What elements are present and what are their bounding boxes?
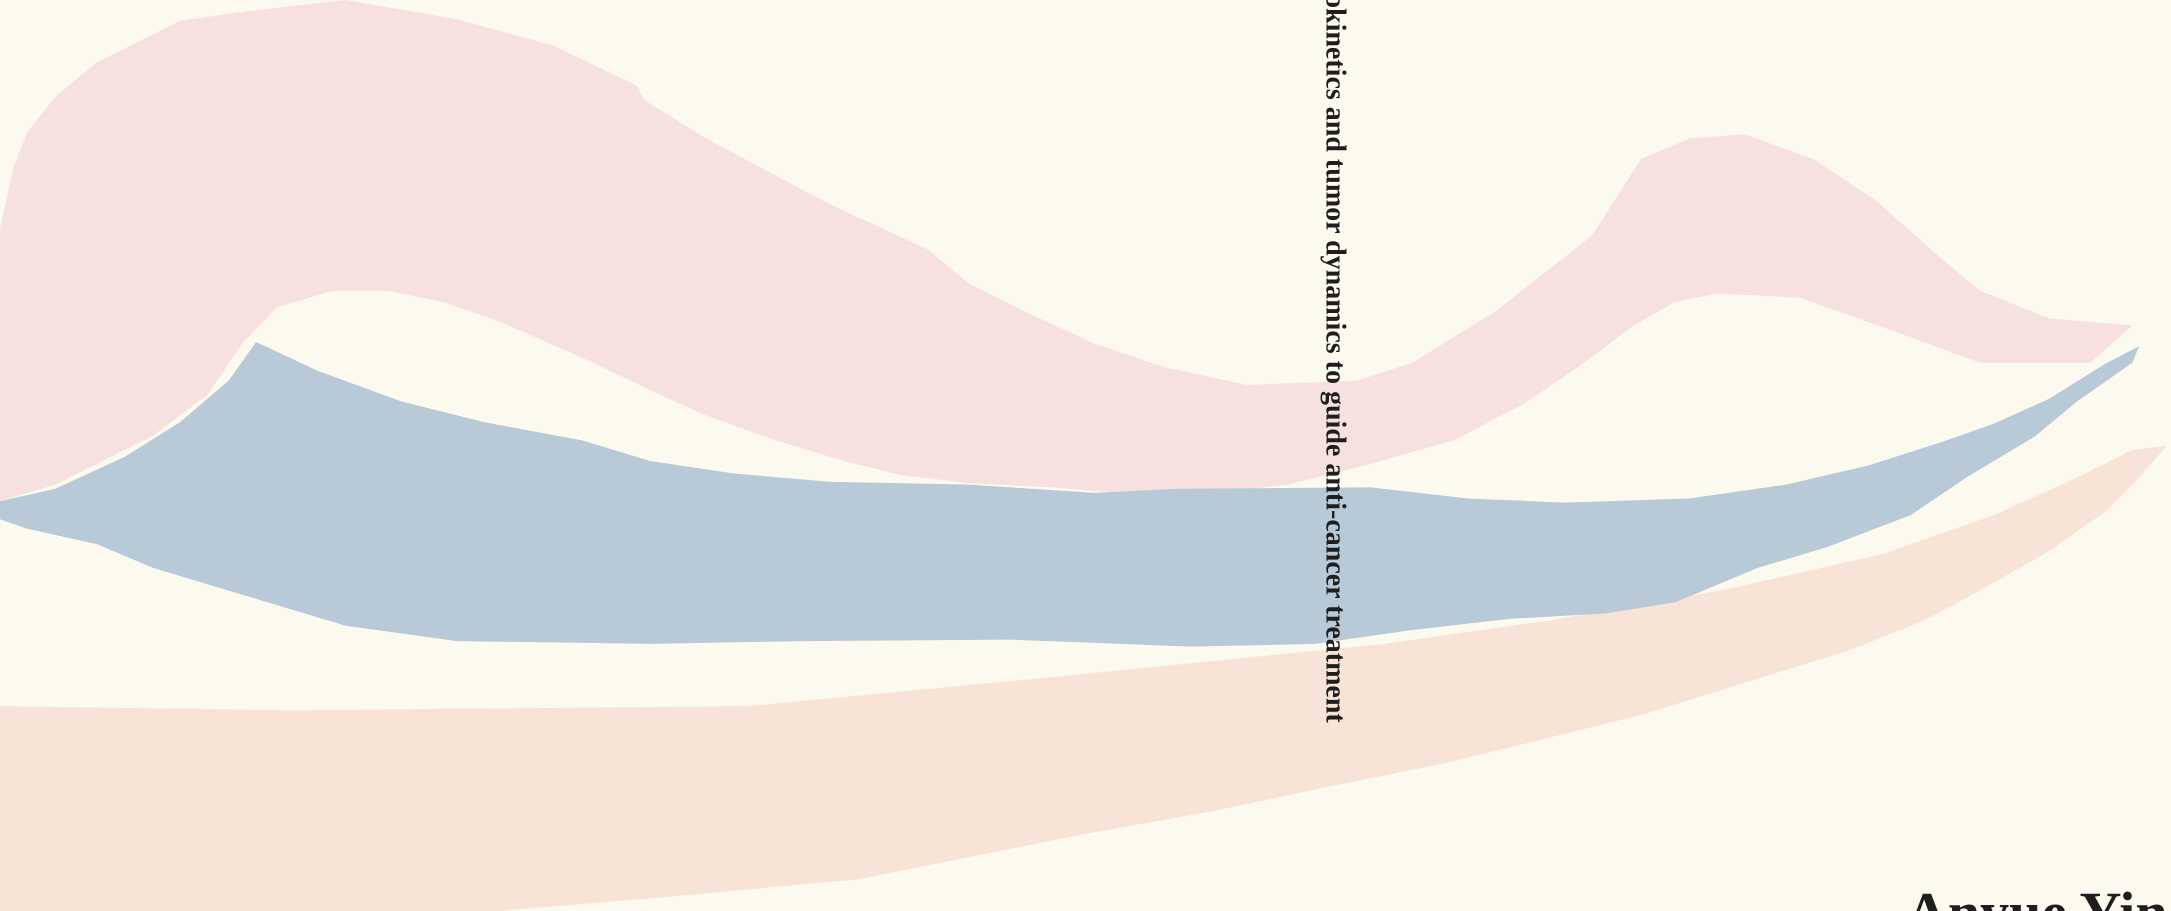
author: Anyue Yin [1906,880,2168,911]
body: okinetics and tumor dynamics to guide an… [0,0,2171,911]
cover: okinetics and tumor dynamics to guide an… [0,0,2171,911]
spine-title: okinetics and tumor dynamics to guide an… [1320,0,1351,723]
page: Cover {"spine": {"title": "okinetics and… [0,0,2171,911]
